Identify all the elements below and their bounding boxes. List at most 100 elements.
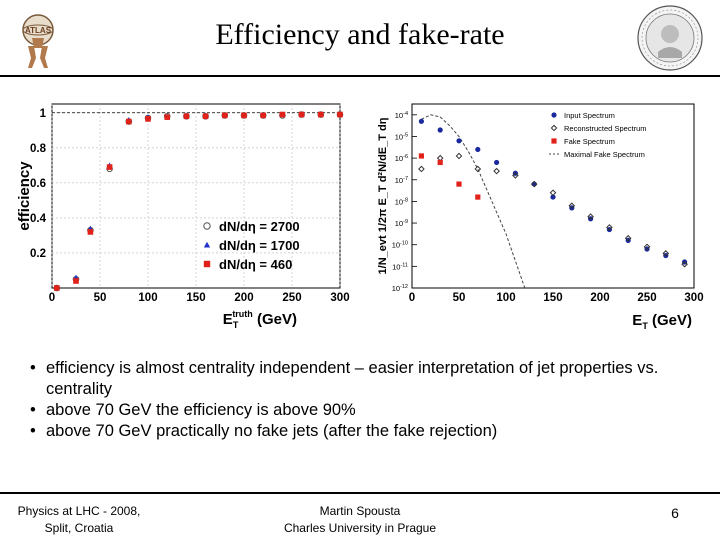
data-point [512, 172, 519, 179]
x-tick-label: 0 [49, 292, 55, 304]
data-point [455, 152, 463, 160]
legend-marker [203, 260, 211, 268]
x-tick-label: 250 [282, 292, 301, 304]
footer-center: Martin Spousta Charles University in Pra… [260, 503, 460, 537]
data-point [662, 250, 670, 257]
footer-left-line1: Physics at LHC - 2008, [17, 504, 141, 518]
data-point [418, 153, 424, 159]
data-point [437, 159, 443, 166]
legend-label: Input Spectrum [564, 111, 615, 120]
university-seal [636, 4, 704, 72]
x-tick-label: 100 [138, 292, 157, 304]
y-tick-label: 10-11 [392, 262, 408, 271]
header-rule [0, 75, 720, 77]
y-tick-label: 10-7 [395, 176, 408, 185]
data-point [418, 118, 424, 124]
x-tick-label: 300 [684, 292, 703, 304]
data-point [606, 224, 613, 231]
y-tick-label: 10-6 [395, 154, 408, 163]
x-tick-label: 0 [409, 292, 415, 304]
legend-label: dN/dη = 460 [219, 257, 292, 272]
data-point [568, 202, 576, 210]
data-point [624, 234, 632, 242]
page-number: 6 [671, 505, 679, 521]
x-tick-label: 150 [543, 292, 562, 304]
y-tick-label: 1 [40, 108, 47, 120]
data-point [475, 146, 481, 153]
x-axis-title: ETtruth (GeV) [223, 309, 297, 330]
footer-author: Martin Spousta [319, 504, 401, 518]
y-tick-label: 10-10 [392, 241, 408, 250]
data-point [474, 165, 482, 173]
bullet-item: above 70 GeV the efficiency is above 90% [28, 400, 708, 421]
data-point [279, 111, 286, 118]
legend-marker [551, 138, 557, 144]
legend-label: dN/dη = 1700 [219, 238, 300, 253]
y-tick-label: 10-8 [395, 197, 408, 206]
data-point [475, 194, 481, 200]
legend-label: Fake Spectrum [564, 137, 615, 146]
footer-left: Physics at LHC - 2008, Split, Croatia [4, 503, 154, 537]
data-point [494, 159, 500, 166]
efficiency-chart-svg: 0 50 100 150 200 250 300 0.2 0.4 0.6 0.8 1 efficienc… [16, 103, 350, 330]
data-point [437, 127, 443, 133]
y-tick-label: 0.2 [30, 248, 46, 260]
efficiency-chart: 0 50 100 150 200 250 300 0.2 0.4 0.6 0.8 1 efficienc… [12, 92, 360, 334]
footer-affiliation: Charles University in Prague [283, 521, 437, 535]
data-point [530, 180, 538, 188]
data-point [145, 116, 151, 122]
slide-title: Efficiency and fake-rate [215, 18, 505, 51]
y-tick-label: 10-9 [395, 219, 408, 228]
data-point [587, 213, 594, 220]
bullet-list: efficiency is almost centrality independ… [28, 358, 708, 442]
data-point [222, 112, 228, 119]
bullet-item: above 70 GeV practically no fake jets (a… [28, 421, 708, 442]
legend-marker [203, 222, 211, 230]
x-axis-title: ET (GeV) [632, 312, 692, 331]
bullet-item: efficiency is almost centrality independ… [28, 358, 708, 400]
footer-left-line2: Split, Croatia [44, 521, 114, 535]
data-point [418, 165, 425, 173]
legend-label: Reconstructed Spectrum [564, 124, 647, 133]
footer-rule [0, 492, 720, 494]
data-point [456, 138, 462, 144]
data-point [260, 112, 266, 119]
x-tick-label: 100 [496, 292, 515, 304]
data-point [681, 260, 688, 268]
x-tick-label: 250 [637, 292, 656, 304]
data-point [549, 189, 557, 197]
data-point [87, 229, 94, 235]
y-axis-title: 1/N_evt 1/2π E_T d²N/dE_T dη [377, 117, 389, 274]
data-point [493, 167, 500, 175]
data-point [164, 114, 170, 120]
y-tick-label: 10-5 [395, 132, 408, 141]
legend-label: dN/dη = 2700 [219, 219, 300, 234]
data-point [241, 112, 247, 119]
x-tick-label: 50 [453, 292, 466, 304]
data-point [106, 164, 113, 170]
data-point [337, 111, 343, 118]
y-tick-label: 10-4 [395, 111, 408, 120]
legend-marker [551, 112, 557, 118]
atlas-logo: ATLAS [14, 8, 62, 70]
spectrum-chart: 0 50 100 150 200 250 300 10-12 10-11 10-10 10-9 10-… [372, 92, 708, 334]
data-point [643, 243, 651, 251]
spectrum-chart-svg: 0 50 100 150 200 250 300 10-12 10-11 10-10 10-9 10-… [377, 103, 704, 331]
x-tick-label: 200 [234, 292, 253, 304]
y-tick-label: 0.6 [30, 178, 46, 190]
x-tick-label: 150 [186, 292, 205, 304]
data-point [73, 278, 79, 284]
data-point [298, 111, 305, 118]
svg-text:ATLAS: ATLAS [25, 26, 52, 35]
data-point [126, 118, 132, 125]
x-tick-label: 300 [330, 292, 349, 304]
legend-marker [203, 241, 211, 248]
data-point [202, 113, 209, 120]
data-point [54, 285, 60, 291]
y-tick-label: 10-12 [392, 284, 408, 293]
data-point [456, 181, 462, 187]
y-tick-label: 0.4 [30, 213, 47, 225]
data-point [318, 111, 324, 118]
x-tick-label: 50 [94, 292, 107, 304]
data-point [531, 181, 537, 187]
